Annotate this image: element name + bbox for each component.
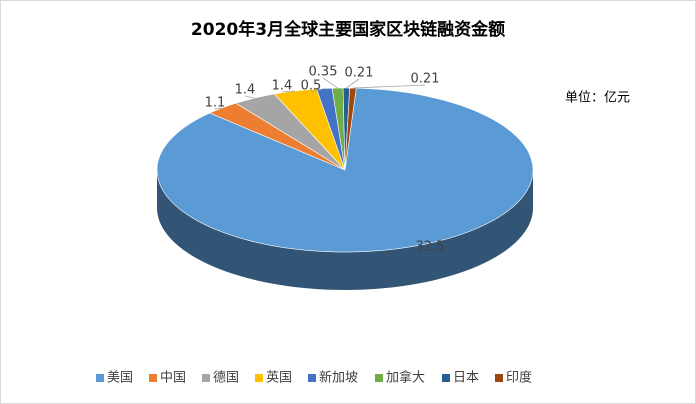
data-label: 0.35 xyxy=(309,65,338,80)
legend-swatch xyxy=(149,374,157,382)
data-label: 0.21 xyxy=(345,66,374,81)
data-label: 1.4 xyxy=(235,83,256,98)
legend-label: 印度 xyxy=(506,370,532,386)
legend-label: 德国 xyxy=(213,371,239,386)
leader-line xyxy=(352,84,426,89)
data-label: 1.1 xyxy=(205,96,226,111)
legend-swatch xyxy=(255,374,263,382)
data-label: 32.5 xyxy=(416,240,445,255)
chart-title: 2020年3月全球主要国家区块链融资金额 xyxy=(191,19,505,40)
legend-label: 新加坡 xyxy=(319,370,358,386)
legend-swatch xyxy=(442,374,450,382)
legend-label: 中国 xyxy=(160,371,186,386)
legend-swatch xyxy=(495,374,503,382)
legend-label: 英国 xyxy=(266,371,292,386)
legend-swatch xyxy=(375,374,383,382)
legend-label: 日本 xyxy=(453,371,479,386)
leader-line xyxy=(244,95,255,99)
leader-line xyxy=(214,107,223,110)
legend-label: 加拿大 xyxy=(386,370,425,386)
leader-line xyxy=(310,88,325,93)
data-label: 1.4 xyxy=(272,79,293,94)
leader-line xyxy=(346,78,360,89)
slice-side xyxy=(157,170,533,290)
legend-swatch xyxy=(202,374,210,382)
legend-label: 美国 xyxy=(107,371,133,386)
unit-annotation: 单位：亿元 xyxy=(565,91,630,106)
slice xyxy=(156,87,534,253)
leader-line xyxy=(281,90,296,93)
data-label: 0.21 xyxy=(411,72,440,87)
leader-line xyxy=(322,77,338,89)
legend-swatch xyxy=(308,374,316,382)
data-label: 0.5 xyxy=(301,79,322,94)
legend-swatch xyxy=(96,374,104,382)
